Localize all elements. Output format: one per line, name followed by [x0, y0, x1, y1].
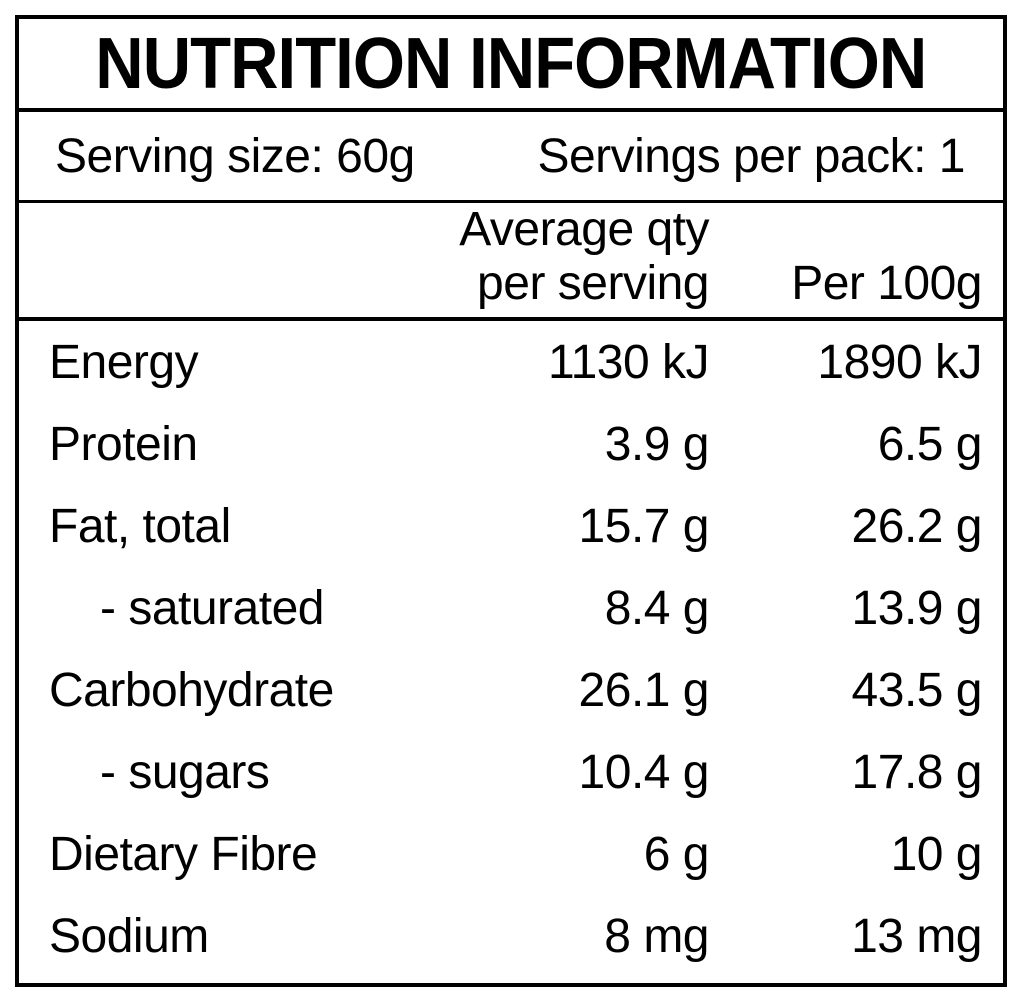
title-section: NUTRITION INFORMATION — [19, 19, 1003, 112]
servings-per-pack-text: Servings per pack: 1 — [537, 129, 965, 183]
nutrient-label: Protein — [49, 417, 198, 471]
per-serving-value: 10.4 g — [578, 745, 710, 799]
nutrient-row-dietary-fibre: Dietary Fibre 6 g 10 g — [19, 813, 1003, 895]
nutrient-row-fat-total: Fat, total 15.7 g 26.2 g — [19, 485, 1003, 567]
per-serving-value: 3.9 g — [604, 417, 710, 471]
column-header-average-qty-line1: Average qty — [459, 203, 709, 256]
label-title: NUTRITION INFORMATION — [95, 23, 927, 104]
per-serving-value: 15.7 g — [578, 499, 710, 553]
per-100g-value: 43.5 g — [851, 663, 983, 717]
per-serving-value: 8 mg — [604, 909, 709, 963]
per-100g-value: 1890 kJ — [817, 335, 982, 389]
per-serving-value: 1130 kJ — [547, 335, 710, 389]
serving-size-text: Serving size: 60g — [55, 129, 415, 183]
nutrient-row-protein: Protein 3.9 g 6.5 g — [19, 403, 1003, 485]
per-serving-value: 6 g — [643, 827, 710, 881]
nutrient-row-energy: Energy 1130 kJ 1890 kJ — [19, 321, 1003, 403]
nutrient-label: Carbohydrate — [49, 663, 334, 717]
nutrient-label: Fat, total — [49, 499, 231, 553]
nutrient-label: - sugars — [100, 745, 270, 799]
per-100g-value: 13.9 g — [851, 581, 983, 635]
per-100g-value: 10 g — [890, 827, 983, 881]
nutrition-label: NUTRITION INFORMATION Serving size: 60g … — [15, 15, 1007, 987]
column-header-per-100g: Per 100g — [791, 257, 982, 310]
per-100g-value: 17.8 g — [851, 745, 983, 799]
nutrient-label: Energy — [49, 335, 199, 389]
nutrient-label: Dietary Fibre — [49, 827, 318, 881]
nutrient-row-carbohydrate: Carbohydrate 26.1 g 43.5 g — [19, 649, 1003, 731]
column-header-average-qty: Average qty per serving — [459, 203, 709, 311]
nutrient-label: Sodium — [49, 909, 209, 963]
column-header-row: Average qty per serving Per 100g — [19, 203, 1003, 321]
per-100g-value: 13 mg — [851, 909, 982, 963]
per-serving-value: 26.1 g — [578, 663, 710, 717]
nutrient-row-saturated-fat: - saturated 8.4 g 13.9 g — [19, 567, 1003, 649]
nutrient-label: - saturated — [100, 581, 324, 635]
serving-info-section: Serving size: 60g Servings per pack: 1 — [19, 112, 1003, 203]
per-100g-value: 6.5 g — [877, 417, 983, 471]
nutrient-table-body: Energy 1130 kJ 1890 kJ Protein 3.9 g 6.5… — [19, 321, 1003, 983]
per-100g-value: 26.2 g — [851, 499, 983, 553]
nutrient-row-sodium: Sodium 8 mg 13 mg — [19, 895, 1003, 977]
nutrient-row-sugars: - sugars 10.4 g 17.8 g — [19, 731, 1003, 813]
column-header-average-qty-line2: per serving — [477, 257, 709, 310]
per-serving-value: 8.4 g — [604, 581, 710, 635]
